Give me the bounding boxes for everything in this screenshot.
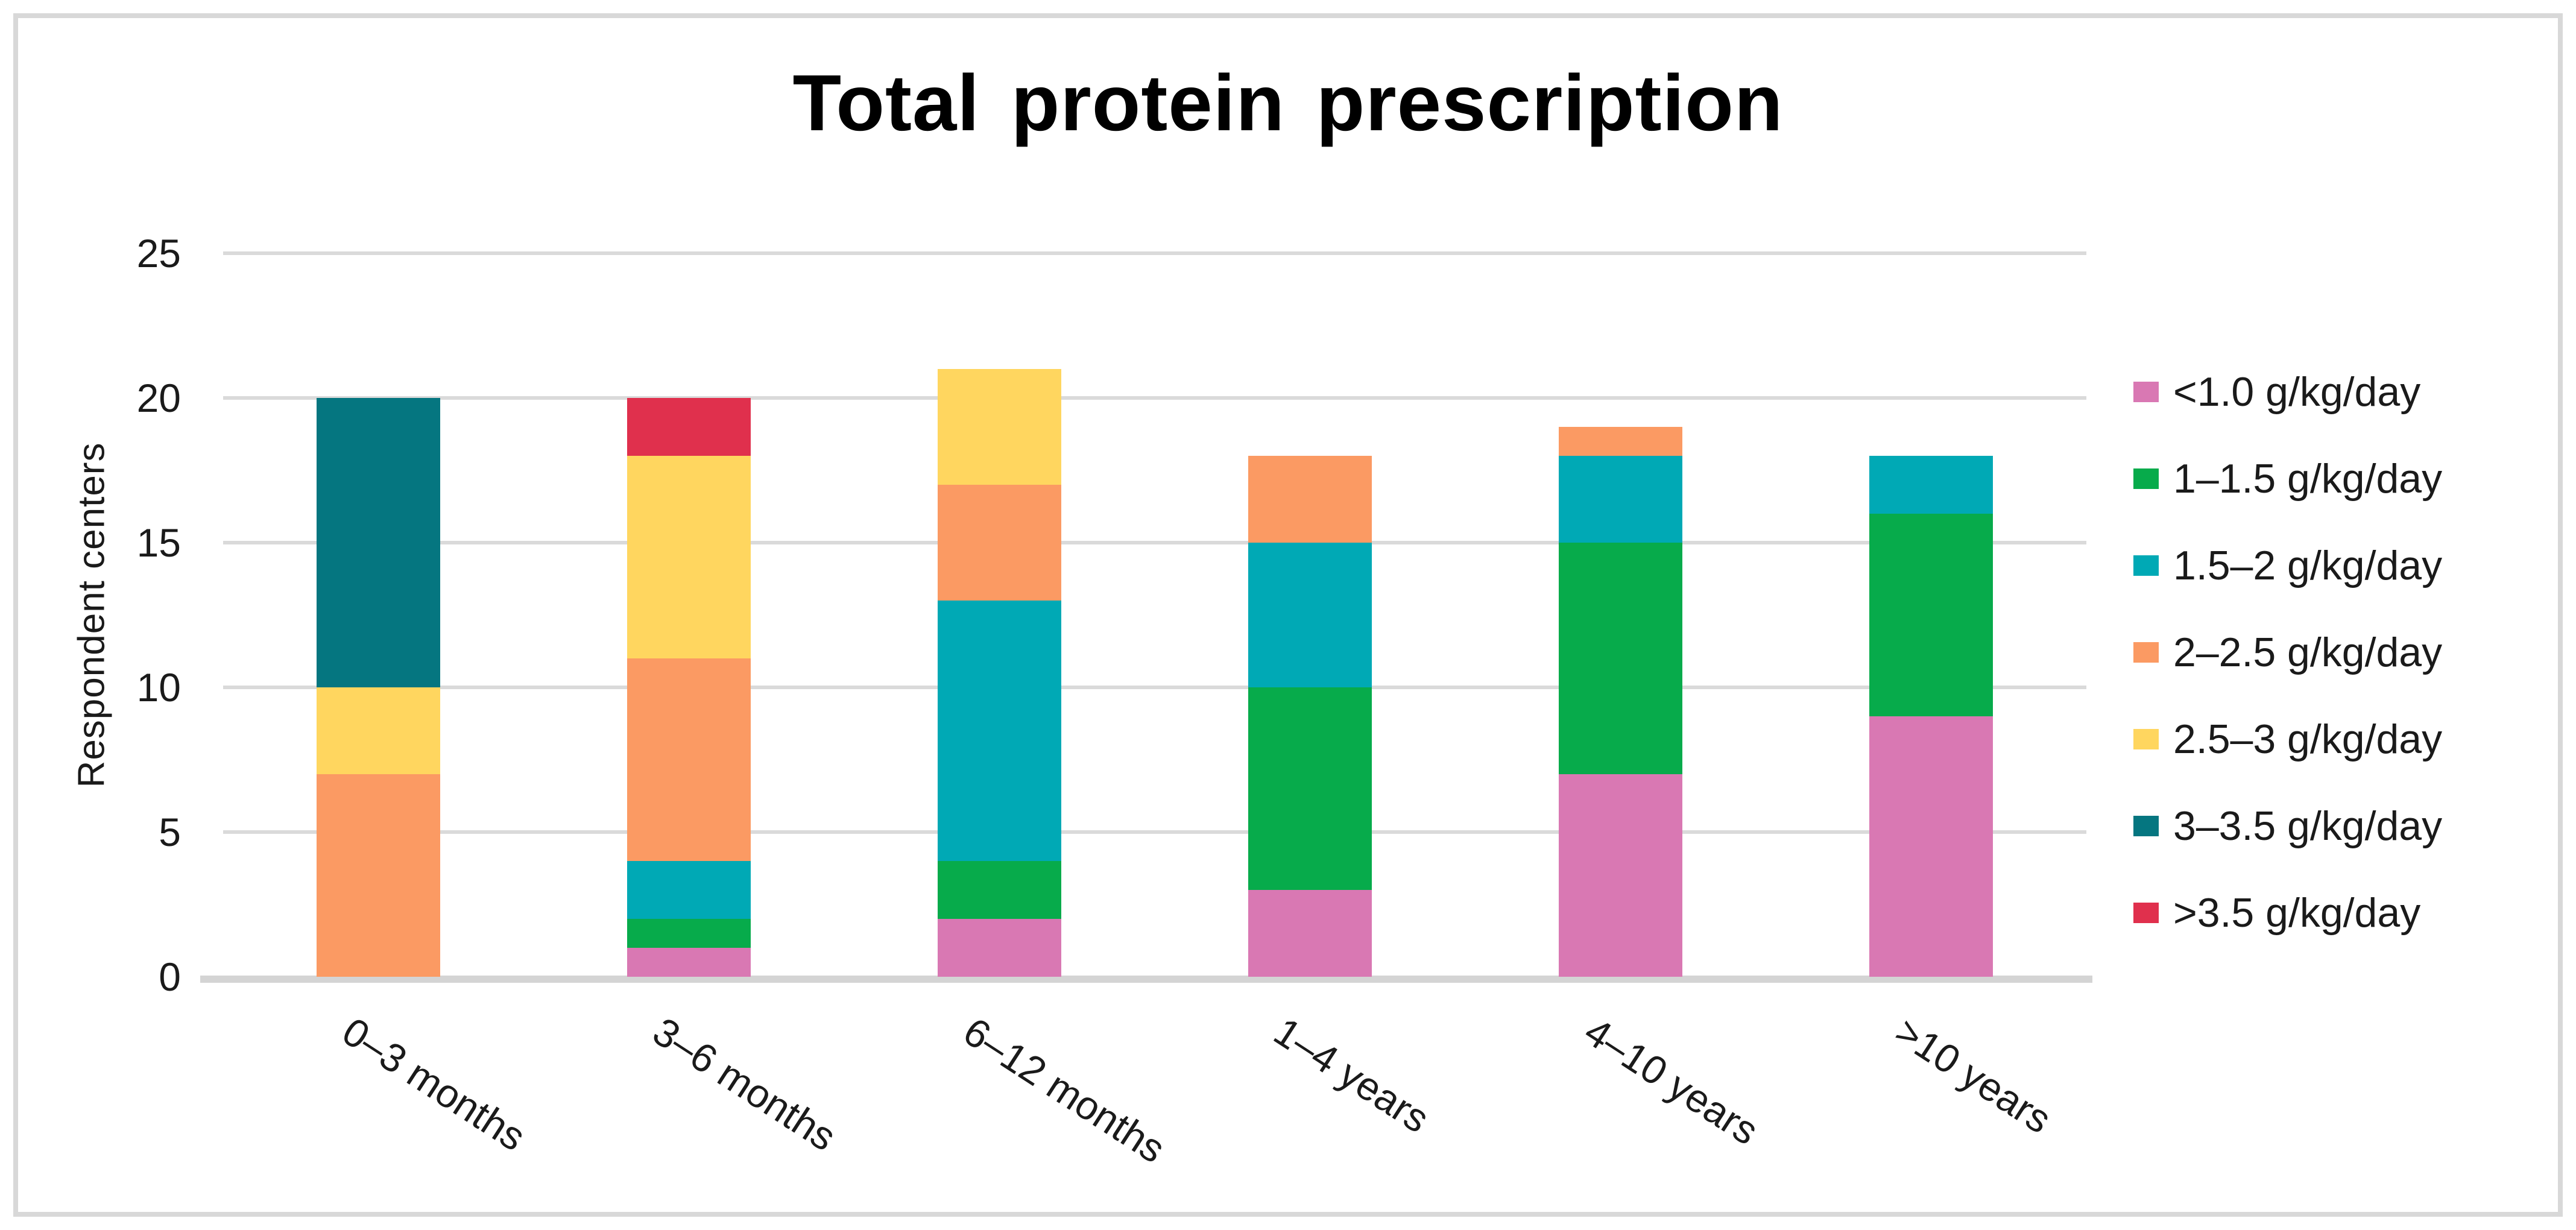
bar-2 bbox=[627, 398, 751, 977]
bar-segment bbox=[317, 774, 440, 977]
bar-segment bbox=[1248, 890, 1372, 977]
legend-label: 1–1.5 g/kg/day bbox=[2173, 456, 2443, 502]
legend-swatch bbox=[2133, 816, 2159, 836]
x-axis-baseline bbox=[200, 976, 2092, 983]
bar-segment bbox=[1559, 456, 1682, 543]
bar-segment bbox=[1869, 716, 1993, 977]
bar-segment bbox=[1559, 774, 1682, 977]
bar-segment bbox=[1248, 687, 1372, 890]
bar-segment bbox=[938, 861, 1061, 919]
y-axis-tick-label: 15 bbox=[136, 520, 181, 565]
legend: <1.0 g/kg/day 1–1.5 g/kg/day 1.5–2 g/kg/da… bbox=[2133, 369, 2442, 936]
bar-segment bbox=[938, 485, 1061, 601]
gridline bbox=[223, 541, 2086, 544]
bar-segment bbox=[1248, 543, 1372, 687]
legend-swatch bbox=[2133, 729, 2159, 749]
plot-area bbox=[200, 251, 2092, 983]
y-axis-tick-label: 25 bbox=[136, 231, 181, 276]
legend-item: 1–1.5 g/kg/day bbox=[2133, 456, 2442, 502]
legend-label: 2.5–3 g/kg/day bbox=[2173, 716, 2443, 762]
y-axis-tick-label: 10 bbox=[136, 665, 181, 710]
y-axis-tick-label: 5 bbox=[159, 810, 181, 854]
bar-3 bbox=[938, 369, 1061, 977]
bar-segment bbox=[627, 658, 751, 861]
legend-item: >3.5 g/kg/day bbox=[2133, 890, 2442, 936]
legend-label: 1.5–2 g/kg/day bbox=[2173, 543, 2443, 588]
bar-segment bbox=[1559, 543, 1682, 774]
legend-item: 3–3.5 g/kg/day bbox=[2133, 803, 2442, 849]
legend-item: 2.5–3 g/kg/day bbox=[2133, 716, 2442, 762]
bar-segment bbox=[627, 398, 751, 456]
legend-item: 2–2.5 g/kg/day bbox=[2133, 629, 2442, 675]
legend-label: <1.0 g/kg/day bbox=[2173, 369, 2421, 415]
chart-title: Total protein prescription bbox=[792, 58, 1784, 147]
gridline bbox=[223, 830, 2086, 834]
legend-swatch bbox=[2133, 903, 2159, 923]
bar-4 bbox=[1248, 456, 1372, 977]
bar-segment bbox=[1869, 514, 1993, 716]
bar-segment bbox=[627, 948, 751, 977]
gridline bbox=[223, 686, 2086, 689]
legend-label: 3–3.5 g/kg/day bbox=[2173, 803, 2443, 849]
legend-item: <1.0 g/kg/day bbox=[2133, 369, 2442, 415]
bar-segment bbox=[1559, 427, 1682, 456]
bar-segment bbox=[938, 369, 1061, 485]
legend-swatch bbox=[2133, 642, 2159, 663]
bar-segment bbox=[1869, 456, 1993, 514]
bar-5 bbox=[1559, 427, 1682, 977]
legend-label: 2–2.5 g/kg/day bbox=[2173, 629, 2443, 675]
gridline bbox=[223, 251, 2086, 255]
bar-segment bbox=[627, 861, 751, 919]
gridline bbox=[223, 396, 2086, 400]
y-axis-tick-label: 20 bbox=[136, 376, 181, 420]
bar-1 bbox=[317, 398, 440, 977]
legend-swatch bbox=[2133, 382, 2159, 402]
bar-6 bbox=[1869, 456, 1993, 977]
bar-segment bbox=[1248, 456, 1372, 543]
legend-swatch bbox=[2133, 555, 2159, 576]
bar-segment bbox=[627, 919, 751, 948]
legend-label: >3.5 g/kg/day bbox=[2173, 890, 2421, 936]
y-axis-tick-label: 0 bbox=[159, 954, 181, 999]
legend-swatch bbox=[2133, 468, 2159, 489]
bar-segment bbox=[938, 601, 1061, 861]
y-axis-title: Respondent centers bbox=[71, 442, 113, 788]
bar-segment bbox=[317, 687, 440, 774]
bar-segment bbox=[317, 398, 440, 687]
bar-segment bbox=[938, 919, 1061, 977]
bar-segment bbox=[627, 456, 751, 658]
legend-item: 1.5–2 g/kg/day bbox=[2133, 543, 2442, 588]
